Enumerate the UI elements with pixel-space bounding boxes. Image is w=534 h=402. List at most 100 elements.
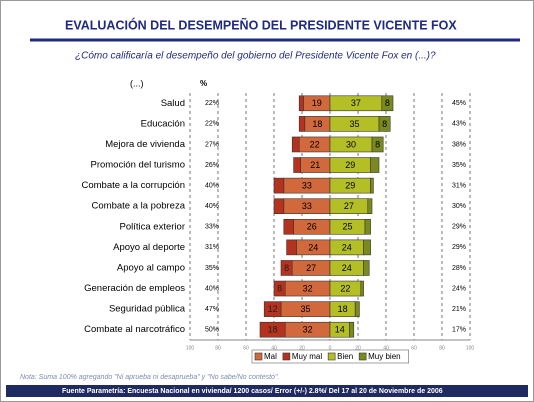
bar-segment: [298, 116, 306, 132]
legend-swatch: [358, 352, 367, 361]
right-total: 21%: [452, 306, 466, 313]
left-total: 26%: [205, 162, 219, 169]
legend-swatch: [327, 352, 336, 361]
left-total: 33%: [205, 224, 219, 231]
value-label: 8: [385, 98, 390, 108]
x-tick-label: 20: [355, 345, 361, 351]
value-label: 14: [335, 325, 345, 335]
category-label: Promoción del turismo: [90, 160, 185, 171]
x-tick-label: 60: [243, 345, 249, 351]
left-total: 40%: [205, 285, 219, 292]
left-total: 27%: [205, 141, 219, 148]
bar-segment: [286, 239, 297, 256]
x-tick-label: 20: [299, 345, 305, 351]
right-total: 29%: [452, 244, 466, 251]
chart-title: EVALUACIÓN DEL DESEMPEÑO DEL PRESIDENTE …: [65, 17, 457, 32]
x-tick-label: 100: [466, 345, 475, 351]
bar-segment: [381, 95, 394, 112]
value-label: 25: [342, 222, 352, 232]
bar-segment: [354, 301, 360, 317]
left-total: 22%: [205, 121, 219, 128]
left-total: 47%: [205, 306, 219, 313]
bar-segment: [298, 95, 304, 112]
bar-segment: [263, 301, 282, 317]
bar-segment: [364, 218, 371, 235]
bar-segment: [273, 198, 285, 215]
value-label: 27: [306, 263, 316, 273]
bar-segment: [371, 136, 384, 153]
bar-segment: [291, 136, 300, 153]
right-total: 17%: [452, 327, 466, 334]
value-label: 24: [342, 263, 352, 273]
bar-segment: [273, 177, 285, 194]
legend-label: Muy bien: [368, 352, 400, 361]
value-label: 35: [349, 119, 359, 129]
value-label: 26: [307, 222, 317, 232]
right-total: 24%: [452, 285, 466, 292]
category-label: Apoyo al campo: [117, 262, 185, 273]
source-band: [6, 385, 528, 397]
value-label: 21: [310, 160, 320, 170]
legend-swatch: [254, 352, 263, 361]
bar-segment: [273, 280, 286, 297]
value-label: 8: [382, 119, 387, 129]
value-label: 8: [284, 263, 289, 273]
value-label: 24: [342, 242, 352, 252]
bar-segment: [370, 157, 380, 173]
value-label: 19: [312, 98, 322, 108]
legend-swatch: [282, 352, 291, 361]
value-label: 24: [308, 242, 318, 252]
bar-segment: [363, 239, 371, 256]
category-label: Salud: [161, 98, 185, 109]
legend-box: [251, 349, 409, 364]
left-total: 50%: [205, 327, 219, 334]
right-total: 35%: [452, 162, 466, 169]
left-total: 40%: [205, 203, 219, 210]
legend-label: Bien: [337, 352, 353, 361]
bar-segment: [360, 280, 364, 297]
note: Nota: Suma 100% agregando "Ni aprueba ni…: [20, 374, 279, 381]
value-label: 29: [345, 160, 355, 170]
bar-segment: [367, 198, 373, 215]
left-total: 40%: [205, 182, 219, 189]
right-total: 30%: [452, 203, 466, 210]
x-tick-label: 80: [215, 345, 221, 351]
category-label: Política exterior: [120, 221, 185, 232]
bar-segment: [283, 218, 294, 235]
legend-label: Mal: [264, 352, 277, 361]
value-label: 8: [375, 139, 380, 149]
right-total: 45%: [452, 100, 466, 107]
value-label: 29: [345, 181, 355, 191]
bar-segment: [370, 177, 374, 194]
x-tick-label: 80: [439, 345, 445, 351]
value-label: 30: [346, 139, 356, 149]
value-label: 33: [302, 181, 312, 191]
x-tick-label: 40: [383, 345, 389, 351]
left-total: 22%: [205, 100, 219, 107]
source: Fuente Parametría: Encuesta Nacional en …: [62, 388, 443, 395]
right-total: 31%: [452, 182, 466, 189]
category-header: (...): [130, 78, 144, 88]
value-label: 35: [300, 304, 310, 314]
right-total: 29%: [452, 224, 466, 231]
category-label: Seguridad pública: [109, 304, 186, 315]
x-tick-label: 40: [271, 345, 277, 351]
x-tick-label: 0: [329, 345, 332, 351]
left-total: 31%: [205, 244, 219, 251]
value-label: 33: [302, 201, 312, 211]
category-label: Combate al narcotráfico: [84, 324, 185, 335]
value-label: 18: [338, 304, 348, 314]
right-total: 43%: [452, 121, 466, 128]
percent-header: %: [200, 79, 207, 88]
x-tick-label: 60: [411, 345, 417, 351]
value-label: 18: [312, 119, 322, 129]
category-label: Generación de empleos: [84, 283, 185, 294]
value-label: 22: [340, 283, 350, 293]
subtitle: ¿Cómo calificaría el desempeño del gobie…: [75, 51, 436, 62]
value-label: 37: [351, 98, 361, 108]
right-total: 38%: [452, 141, 466, 148]
bar-segment: [293, 157, 301, 173]
legend-label: Muy mal: [292, 352, 322, 361]
